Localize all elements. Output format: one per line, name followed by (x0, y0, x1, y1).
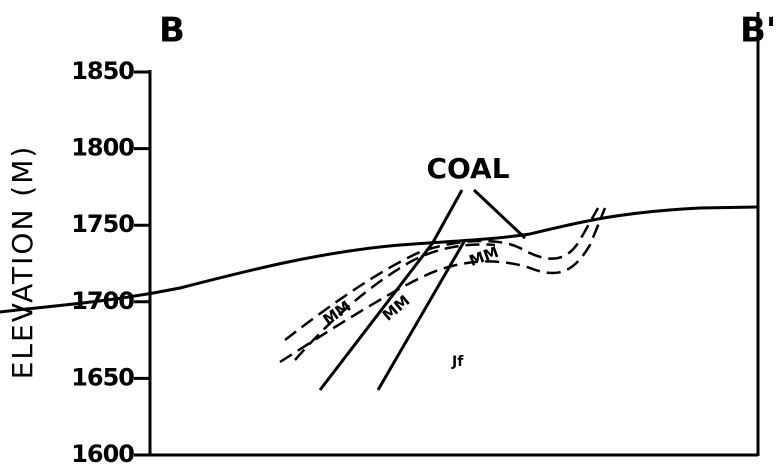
leader-1 (432, 190, 462, 244)
coal-label: COAL (426, 152, 509, 185)
axis-label: ELEVATION (M) (6, 145, 39, 380)
coal-bed-lower (280, 208, 605, 362)
mm-label: MM (467, 243, 501, 270)
section-label-left: B (159, 11, 185, 51)
formation-label: Jf (451, 354, 464, 370)
mm-label: MM (379, 292, 413, 325)
y-tick-label: 1750 (71, 210, 134, 238)
y-tick-label: 1800 (71, 134, 134, 162)
cross-section: B B' ELEVATION (M) COAL MM MM MM Jf 1600… (0, 0, 779, 470)
y-tick-label: 1600 (71, 440, 134, 468)
leader-2 (474, 190, 525, 238)
y-tick-label: 1850 (71, 57, 134, 85)
mm-label: MM (320, 297, 355, 329)
y-tick-label: 1700 (71, 287, 134, 315)
y-tick-label: 1650 (71, 363, 134, 391)
